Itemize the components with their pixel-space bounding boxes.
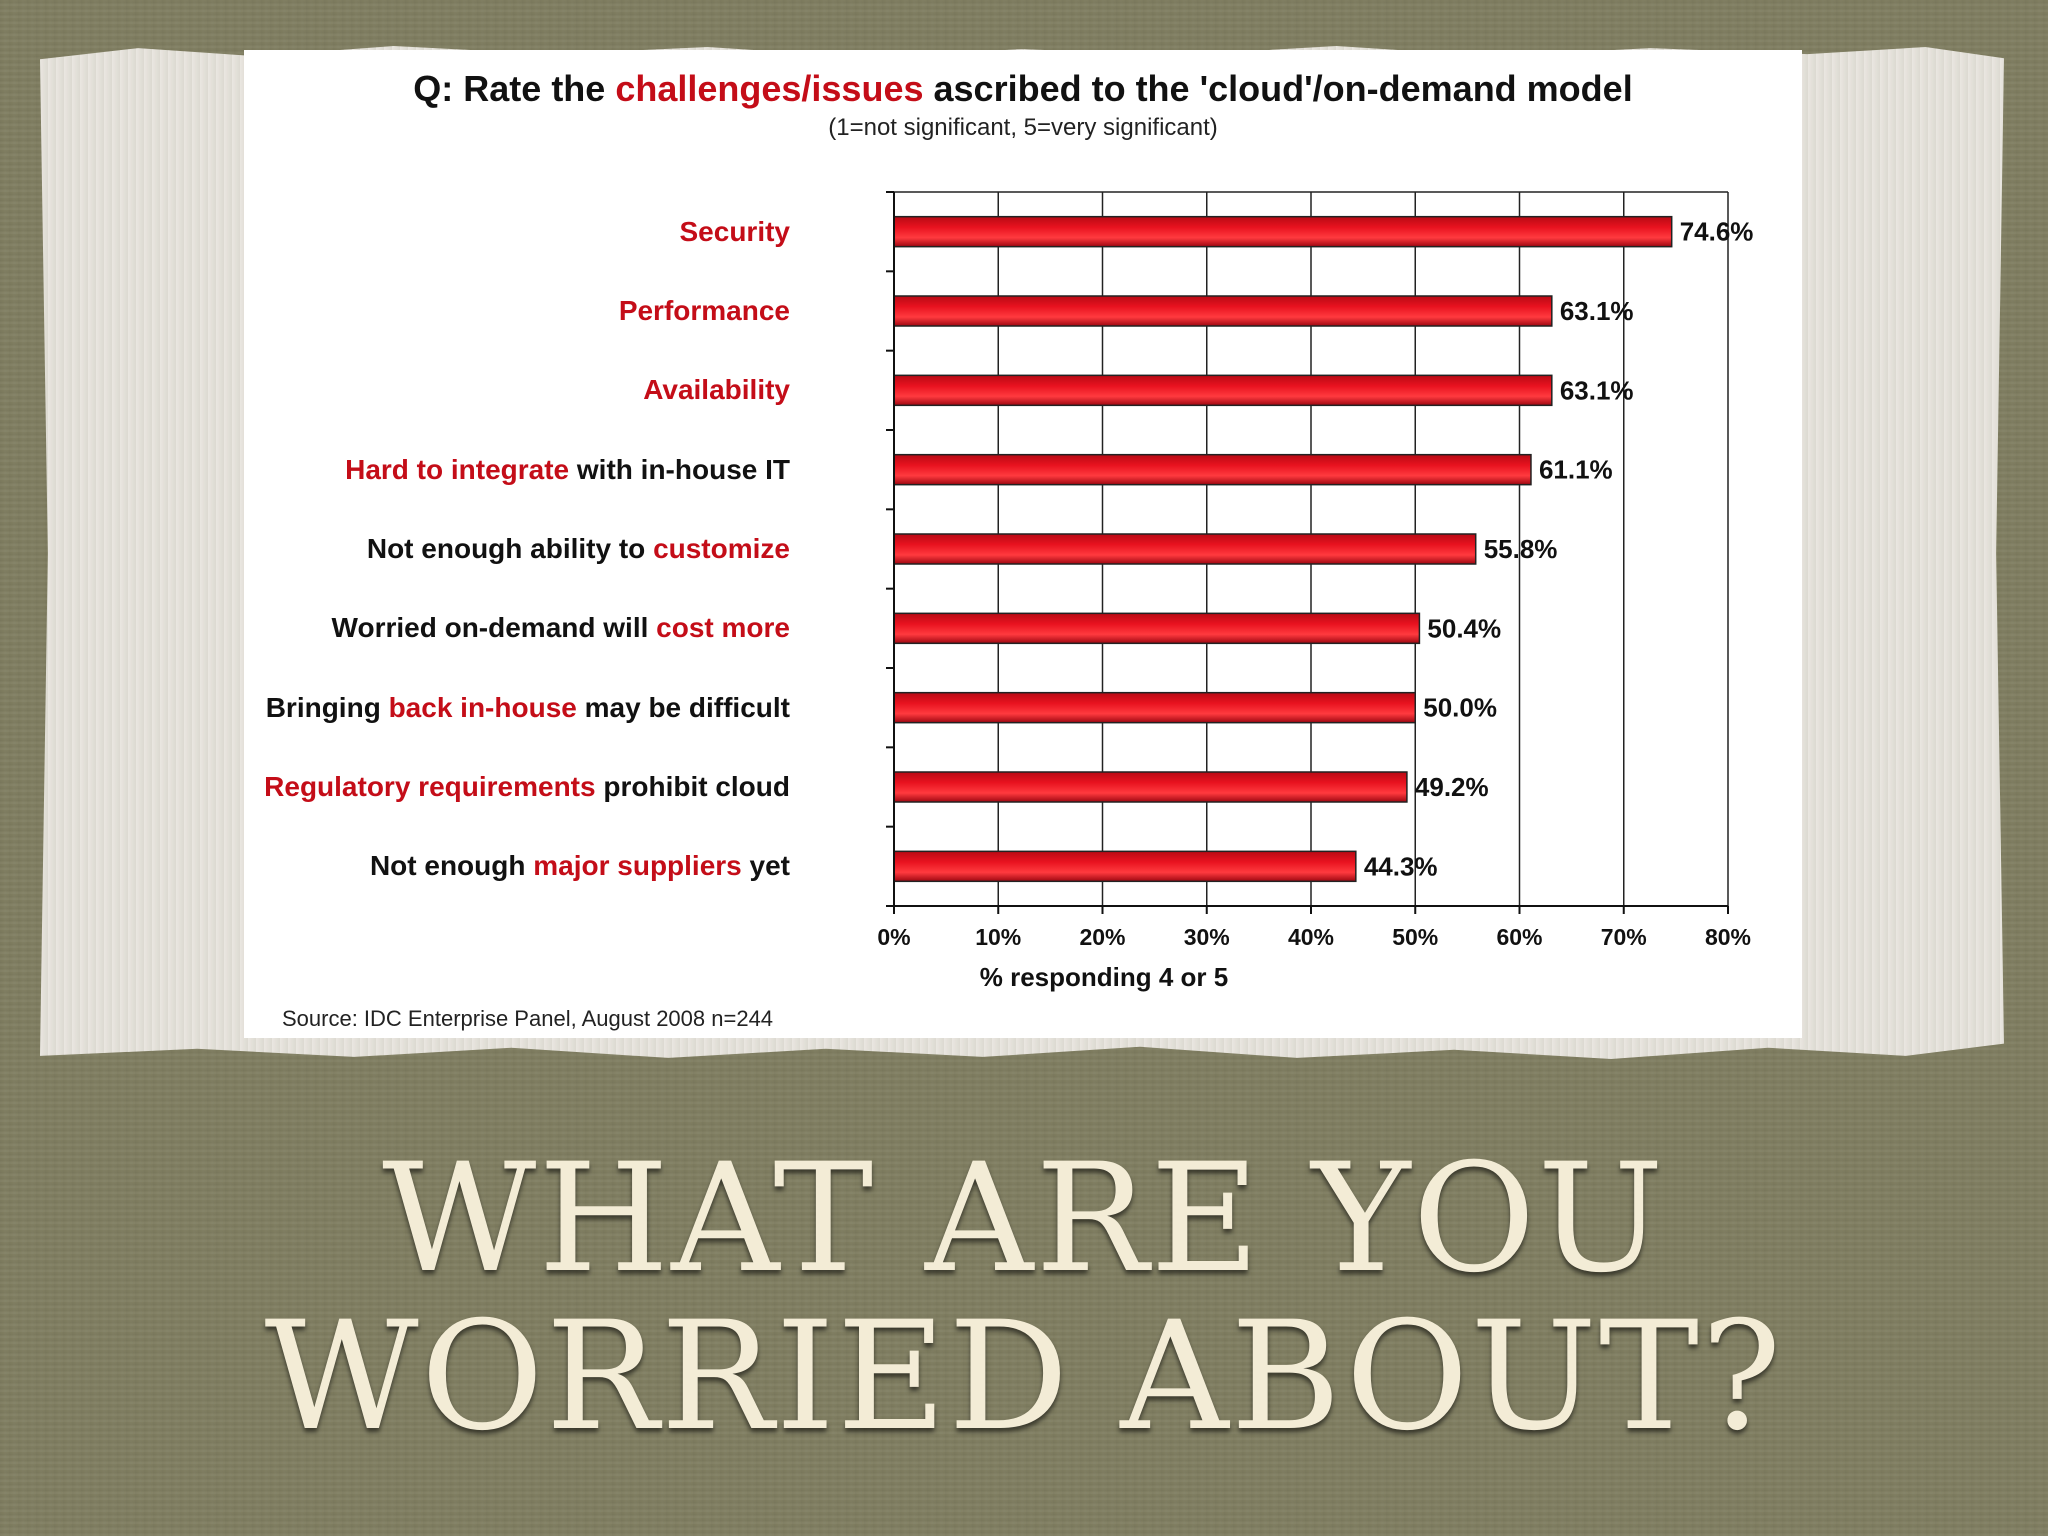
value-label-5: 50.4% — [1427, 613, 1501, 643]
x-tick-label-4: 40% — [1287, 924, 1335, 950]
chart-title-suffix: ascribed to the 'cloud'/on-demand model — [923, 68, 1633, 109]
category-label-1-part-0: Performance — [618, 295, 790, 326]
category-label-2-part-0: Availability — [643, 374, 790, 406]
category-label-6: Bringing back in-house may be difficult — [266, 688, 790, 728]
value-label-3: 61.1% — [1539, 455, 1613, 485]
category-label-4-part-0: Not enough ability to — [366, 533, 654, 564]
category-label-1: Performance — [619, 291, 790, 331]
bar-chart: 74.6% 63.1% 63.1% 61.1% 55.8% 50.4% 50.0% 49.2%… — [886, 191, 1754, 914]
x-tick-label-0: 0% — [877, 924, 911, 950]
category-label-8-part-0: Not enough — [369, 850, 534, 882]
value-label-4: 55.8% — [1484, 534, 1558, 564]
category-label-8-part-2: yet — [741, 850, 790, 882]
bar-8 — [893, 850, 1357, 883]
x-tick-label-7: 70% — [1600, 924, 1647, 950]
bar-6 — [893, 691, 1416, 724]
category-label-4-part-1: customize — [653, 533, 790, 564]
category-label-7-part-0: Regulatory requirements — [264, 771, 596, 802]
x-tick-label-2: 20% — [1079, 924, 1126, 950]
x-tick-label-1: 10% — [975, 924, 1022, 950]
bar-3 — [893, 453, 1532, 486]
source-note: Source: IDC Enterprise Panel, August 200… — [282, 1006, 774, 1031]
bar-0 — [893, 215, 1673, 248]
value-label-6: 50.0% — [1423, 693, 1497, 723]
chart-title-highlight: challenges/issues — [615, 68, 924, 109]
category-label-4: Not enough ability to customize — [367, 529, 790, 569]
bar-7 — [893, 771, 1408, 803]
category-label-7-part-1: prohibit cloud — [595, 771, 790, 802]
category-label-3-part-1: with in-house IT — [569, 453, 790, 485]
value-label-7: 49.2% — [1415, 772, 1489, 802]
x-axis-label: % responding 4 or 5 — [979, 962, 1229, 992]
category-label-6-part-2: may be difficult — [576, 691, 790, 723]
category-label-8-part-1: major suppliers — [533, 850, 742, 882]
chart-title-prefix: Q: Rate the — [413, 68, 616, 109]
category-label-2: Availability — [643, 370, 790, 410]
category-label-3-part-0: Hard to integrate — [345, 453, 570, 485]
category-label-7: Regulatory requirements prohibit cloud — [264, 767, 790, 807]
category-label-5-part-0: Worried on-demand will — [331, 612, 657, 644]
category-label-0-part-0: Security — [679, 215, 791, 247]
bar-4 — [893, 533, 1477, 565]
category-label-5: Worried on-demand will cost more — [332, 608, 790, 648]
bar-1 — [893, 295, 1553, 327]
slide-title: WHAT ARE YOU WORRIED ABOUT? — [264, 1132, 1784, 1464]
bar-2 — [893, 374, 1553, 407]
category-label-3: Hard to integrate with in-house IT — [345, 450, 790, 490]
category-label-6-part-1: back in-house — [388, 691, 577, 723]
value-label-2: 63.1% — [1560, 375, 1634, 405]
x-tick-label-8: 80% — [1704, 924, 1752, 950]
category-label-5-part-1: cost more — [656, 612, 790, 644]
chart-title: Q: Rate the challenges/issues ascribed t… — [244, 68, 1802, 110]
category-label-0: Security — [680, 212, 791, 252]
chart-card: Q: Rate the challenges/issues ascribed t… — [244, 50, 1802, 1038]
bar-5 — [893, 612, 1421, 645]
category-label-6-part-0: Bringing — [265, 691, 389, 723]
value-label-1: 63.1% — [1560, 296, 1634, 326]
value-label-8: 44.3% — [1364, 851, 1438, 881]
x-tick-label-5: 50% — [1392, 924, 1439, 950]
category-label-8: Not enough major suppliers yet — [370, 846, 790, 886]
x-tick-label-6: 60% — [1496, 924, 1543, 950]
x-tick-label-3: 30% — [1183, 924, 1230, 950]
chart-subtitle: (1=not significant, 5=very significant) — [828, 114, 1218, 141]
value-label-0: 74.6% — [1680, 217, 1754, 247]
